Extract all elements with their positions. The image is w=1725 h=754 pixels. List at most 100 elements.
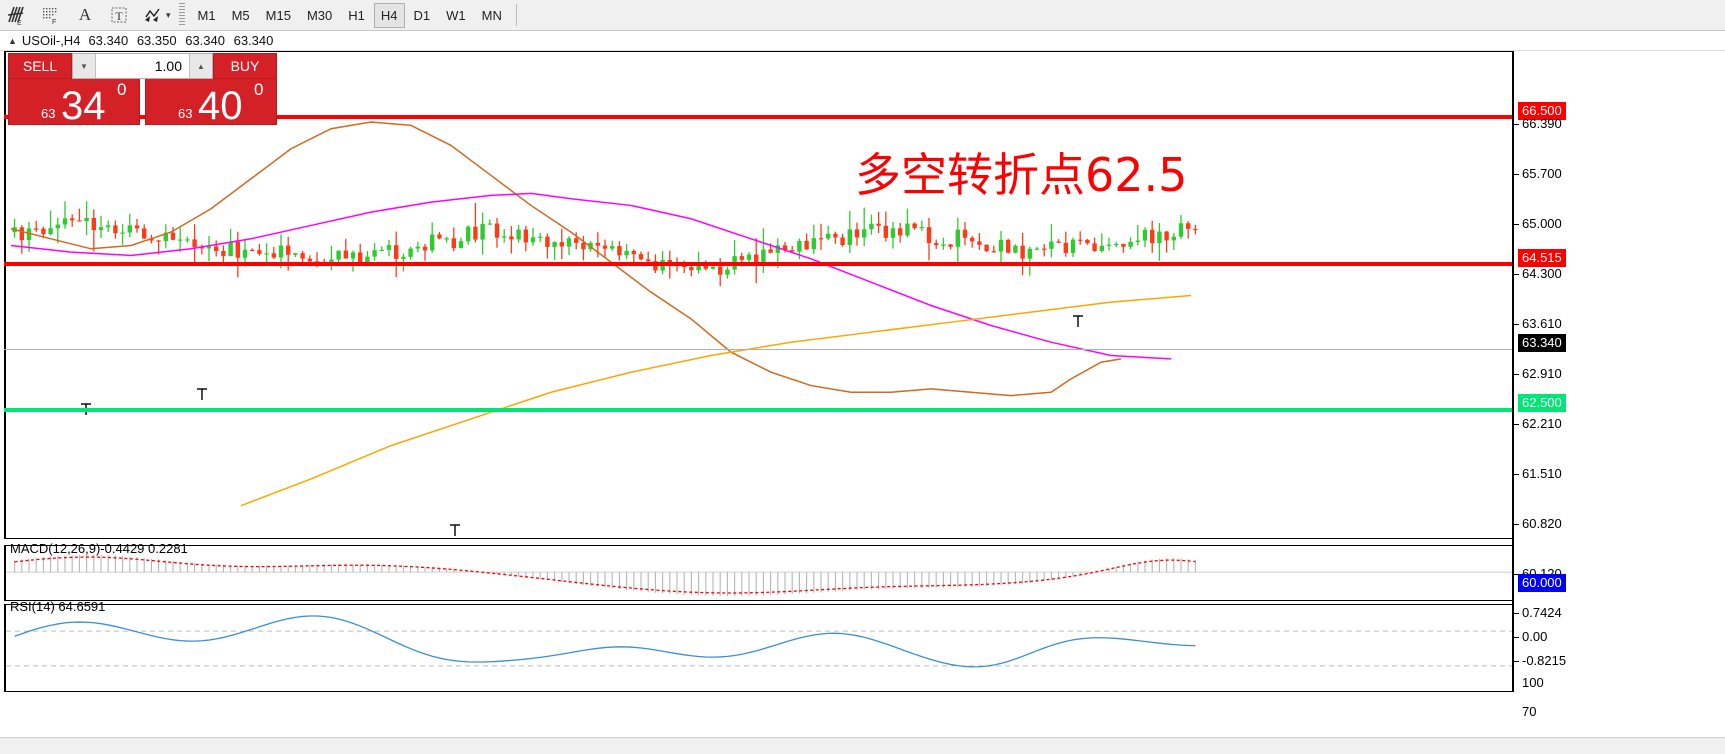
chart-object-marker[interactable] (197, 388, 207, 400)
chart-object-marker[interactable] (1073, 315, 1083, 327)
objects-dropdown-caret-icon[interactable]: ▾ (166, 9, 171, 20)
chart-object-marker[interactable] (450, 524, 460, 536)
sell-price-fraction: 0 (117, 80, 127, 99)
timeframe-m15[interactable]: M15 (265, 7, 291, 23)
candlestick (761, 228, 766, 273)
buy-button[interactable]: BUY (213, 53, 277, 79)
candlestick (854, 222, 860, 246)
macd-pane[interactable] (4, 545, 1512, 601)
chart-area[interactable]: MACD(12,26,9)-0.4429 0.2281 RSI(14) 64.6… (0, 51, 1725, 754)
collapse-triangle-icon[interactable]: ▲ (8, 35, 17, 46)
candlestick (516, 224, 521, 243)
svg-text:F: F (52, 19, 56, 26)
candlestick (898, 222, 903, 243)
label-tool-icon[interactable]: T (102, 1, 136, 30)
candlestick (1142, 227, 1148, 248)
candlestick (1186, 221, 1191, 239)
candlestick (826, 225, 831, 241)
macd-tick-label: -0.8215 (1522, 653, 1567, 668)
timeframe-h4[interactable]: H4 (373, 2, 405, 28)
candlestick (250, 248, 255, 252)
buy-price-box[interactable]: 63 40 0 (145, 79, 277, 126)
sell-button[interactable]: SELL (8, 53, 72, 79)
candlestick (264, 243, 269, 265)
candlestick (336, 250, 341, 263)
candlestick (221, 245, 226, 263)
candlestick (905, 208, 910, 238)
candlestick (487, 219, 492, 225)
chart-annotation-text: 多空转折点62.5 (855, 148, 1188, 202)
sell-price-integer: 63 (41, 106, 56, 121)
support-line-62500 (4, 408, 1512, 412)
candlestick (955, 217, 960, 264)
price-tick-mark (1514, 224, 1519, 225)
volume-decrement-button[interactable]: ▼ (73, 54, 96, 78)
candlestick (545, 233, 550, 259)
resistance-line-66500 (4, 115, 1512, 119)
candlestick (919, 220, 924, 232)
candlestick (106, 220, 111, 232)
volume-input-wrapper[interactable]: ▼ 1.00 ▲ (72, 53, 213, 79)
rsi-label: RSI(14) 64.6591 (10, 599, 106, 614)
candlestick (300, 250, 305, 263)
buy-price-fraction: 0 (254, 80, 264, 99)
candlestick (754, 238, 759, 284)
candlestick (638, 251, 644, 261)
macd-pane-inner (6, 546, 1512, 600)
candlestick (502, 229, 507, 243)
candlestick (70, 214, 75, 227)
rsi-pane-inner (6, 605, 1512, 691)
one-click-trading-panel[interactable]: SELL ▼ 1.00 ▲ BUY 63 34 0 63 40 0 (8, 53, 277, 126)
candlestick (62, 201, 68, 229)
candlestick (134, 219, 140, 233)
price-pane[interactable] (4, 51, 1512, 539)
price-tick-label: 62.500 (1518, 394, 1566, 412)
timeframe-m1[interactable]: M1 (197, 7, 216, 23)
ma-line-MA-fast (10, 121, 1122, 397)
timeframe-m5[interactable]: M5 (231, 7, 250, 23)
timeframe-h1[interactable]: H1 (348, 7, 365, 23)
price-axis-line (1512, 51, 1514, 692)
candlestick (948, 244, 953, 250)
volume-input[interactable]: 1.00 (96, 54, 189, 78)
candlestick (869, 214, 874, 235)
price-tick-label: 63.340 (1518, 334, 1566, 352)
price-tick-mark (1514, 174, 1519, 175)
candlestick (1150, 220, 1155, 253)
candlestick (610, 240, 615, 251)
sell-price-box[interactable]: 63 34 0 (8, 79, 140, 126)
symbol-quote-bar: ▲ USOil-,H4 63.340 63.350 63.340 63.340 (0, 31, 1725, 51)
ohlc-open: 63.340 (88, 33, 129, 48)
candlestick (257, 243, 262, 256)
candlestick (127, 213, 132, 238)
candlestick (559, 228, 564, 260)
candlestick (170, 227, 176, 241)
indicators-icon[interactable]: E (0, 1, 34, 30)
volume-increment-button[interactable]: ▲ (189, 54, 212, 78)
rsi-pane[interactable] (4, 604, 1512, 692)
timeframe-mn[interactable]: MN (481, 7, 502, 23)
grid-template-icon[interactable]: F (34, 1, 68, 30)
timeframe-m30[interactable]: M30 (306, 7, 333, 23)
candlestick (394, 231, 399, 278)
candlestick (235, 231, 240, 278)
price-tick-mark (1514, 574, 1519, 575)
macd-tick-label: 0.00 (1522, 629, 1548, 644)
candlestick (480, 212, 485, 255)
price-tick-label: 65.000 (1522, 216, 1562, 231)
candlestick (725, 266, 730, 279)
price-tick-label: 65.700 (1522, 166, 1562, 181)
drawing-objects-icon[interactable] (136, 1, 170, 30)
candlestick (934, 239, 939, 249)
timeframe-w1[interactable]: W1 (446, 7, 466, 23)
candlestick (329, 245, 334, 271)
candlestick (408, 246, 413, 260)
price-axis[interactable]: 66.500 66.390 65.700 65.000 64.515 64.300 63.6… (1512, 51, 1725, 754)
text-tool-icon[interactable]: A (78, 5, 92, 24)
ma-line-MA-slow (240, 294, 1192, 507)
candlestick (538, 232, 543, 243)
timeframe-d1[interactable]: D1 (413, 7, 431, 23)
candlestick (833, 231, 838, 244)
candlestick (1135, 225, 1140, 246)
macd-plot (6, 554, 1512, 597)
